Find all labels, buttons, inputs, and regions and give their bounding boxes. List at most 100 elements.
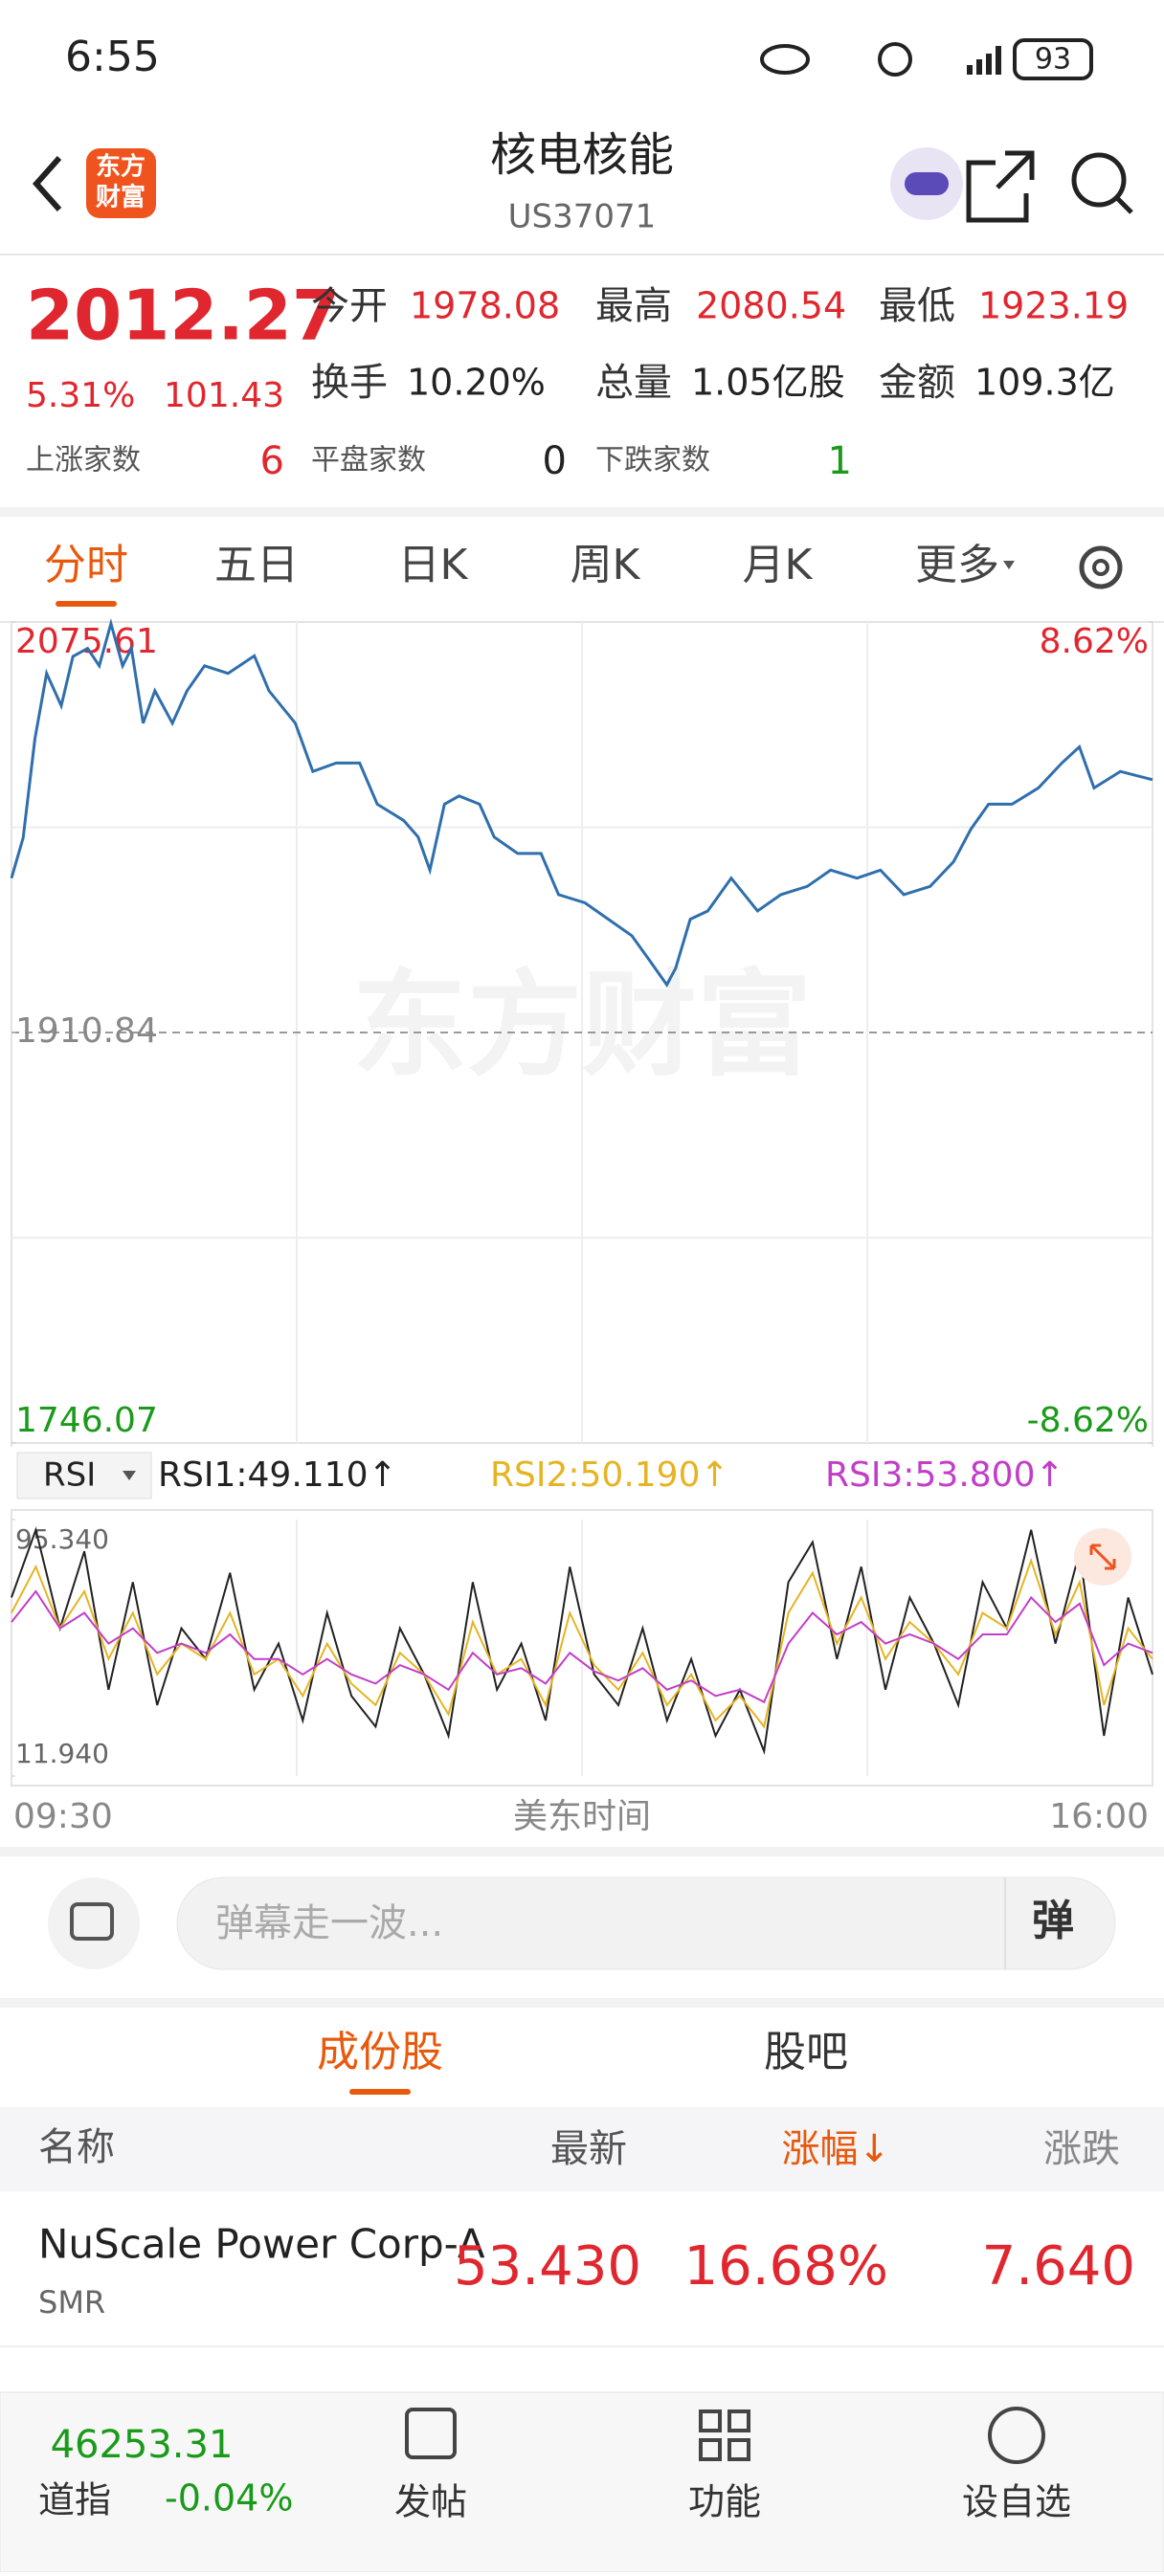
settings-hub [1092, 559, 1109, 576]
stat-label: 金额 [879, 361, 955, 405]
section-tab-active[interactable]: 成份股 [317, 2028, 443, 2076]
breadth-label: 平盘家数 [311, 444, 426, 477]
alarm-icon [878, 42, 912, 77]
stat-value: 2080.54 [696, 285, 846, 327]
expand-icon [1089, 1543, 1116, 1570]
stock-price: 53.430 [454, 2235, 641, 2298]
price: 2012.27 [26, 276, 340, 356]
stat-value: 10.20% [407, 362, 546, 404]
chart-tab[interactable]: 月K [743, 541, 814, 589]
divider [0, 507, 1164, 517]
y-tick-label: 11.940 [15, 1738, 109, 1769]
x-tick-label: 16:00 [1049, 1797, 1149, 1836]
y-tick-label: 95.340 [15, 1523, 109, 1555]
search-handle [1115, 196, 1133, 214]
title: 核电核能 [490, 128, 674, 182]
stat-value: 1923.19 [978, 285, 1129, 327]
nav-item[interactable]: 发帖 [394, 2481, 467, 2523]
y2-tick-label: 8.62% [1040, 622, 1149, 661]
stock-change: 7.640 [982, 2235, 1135, 2298]
chart-tab[interactable]: 五日 [214, 541, 299, 589]
battery [1013, 38, 1093, 80]
status-time: 6:55 [65, 33, 160, 81]
stat-label: 总量 [595, 361, 672, 405]
chart-tab[interactable]: 日K [398, 541, 469, 589]
danmaku-icon [70, 1902, 114, 1941]
stock-name[interactable]: NuScale Power Corp-A [38, 2221, 485, 2268]
stat-value: 109.3亿 [974, 362, 1115, 404]
stat-label: 今开 [311, 284, 388, 328]
series-line [11, 1557, 1153, 1729]
comment-input[interactable] [176, 1876, 1116, 1970]
breadth-value: 6 [260, 439, 284, 483]
y-tick-label: 2075.61 [15, 622, 158, 661]
assistant-face [905, 172, 949, 195]
index-name: 道指 [38, 2479, 111, 2521]
y2-tick-label: -8.62% [1027, 1401, 1149, 1440]
danmaku-toggle[interactable]: 弹 [1032, 1897, 1074, 1945]
chart-tab[interactable]: 更多 [915, 541, 999, 589]
divider [0, 1998, 1164, 2008]
section-tab[interactable]: 股吧 [764, 2028, 848, 2076]
stat-label: 最低 [879, 284, 955, 328]
rsi-frame [11, 1509, 1153, 1787]
watchlist-icon [988, 2407, 1045, 2464]
divider [0, 1847, 1164, 1856]
stat-value: 1.05亿股 [691, 362, 845, 404]
breadth-label: 上涨家数 [26, 444, 141, 477]
legend-entry: RSI2:50.190↑ [490, 1455, 729, 1495]
x-axis-label: 美东时间 [513, 1797, 651, 1836]
breadth-label: 下跌家数 [595, 444, 710, 477]
stat-label: 换手 [311, 361, 388, 405]
stat-value: 1978.08 [410, 285, 560, 327]
index-value[interactable]: 46253.31 [51, 2423, 234, 2467]
bottom-nav [0, 2391, 1164, 2573]
code: US37071 [508, 198, 657, 236]
danmaku-settings[interactable] [48, 1877, 140, 1969]
column-header: 名称 [38, 2125, 115, 2169]
change-pct: 5.31% [26, 376, 135, 415]
y-tick-label: 1746.07 [15, 1401, 158, 1440]
legend-entry: RSI3:53.800↑ [825, 1455, 1064, 1495]
chart-tab[interactable]: 分时 [44, 541, 128, 589]
chart-tab[interactable]: 周K [571, 541, 641, 589]
tab-indicator [56, 601, 117, 607]
legend-entry: RSI1:49.110↑ [158, 1455, 397, 1495]
post-icon [405, 2408, 457, 2459]
more-caret [1003, 561, 1015, 569]
share-button[interactable] [966, 150, 1035, 223]
indicator-caret [123, 1471, 136, 1480]
logo-text: 财富 [96, 183, 146, 212]
series-line [10, 617, 1153, 988]
comment-placeholder: 弹幕走一波... [215, 1901, 443, 1945]
logo-text: 东方 [96, 152, 146, 182]
column-header[interactable]: 涨跌 [1043, 2127, 1120, 2171]
section-tab-indicator [349, 2089, 411, 2095]
column-header[interactable]: 最新 [550, 2127, 627, 2171]
settings-button[interactable] [1079, 545, 1123, 589]
breadth-value: 1 [828, 439, 852, 483]
functions-icon [699, 2409, 750, 2461]
logo [86, 148, 156, 218]
battery-level: 93 [1035, 43, 1071, 77]
signal [967, 46, 1001, 75]
nav-item[interactable]: 设自选 [962, 2481, 1071, 2523]
y-tick-label: 1910.84 [15, 1011, 158, 1051]
eye-icon [760, 44, 810, 75]
nav-item[interactable]: 功能 [688, 2481, 761, 2523]
series-line [11, 1589, 1153, 1704]
search-button[interactable] [1071, 152, 1127, 208]
table-header [0, 2107, 1164, 2191]
index-change: -0.04% [165, 2477, 293, 2520]
stock-change-pct: 16.68% [683, 2235, 888, 2298]
stat-label: 最高 [595, 284, 672, 328]
column-header[interactable]: 涨幅↓ [781, 2127, 890, 2171]
change: 101.43 [164, 376, 284, 415]
x-tick-label: 09:30 [13, 1797, 113, 1836]
stock-code: SMR [38, 2284, 105, 2321]
back-button[interactable] [32, 156, 62, 211]
breadth-value: 0 [543, 439, 567, 483]
indicator-name: RSI [43, 1456, 96, 1495]
